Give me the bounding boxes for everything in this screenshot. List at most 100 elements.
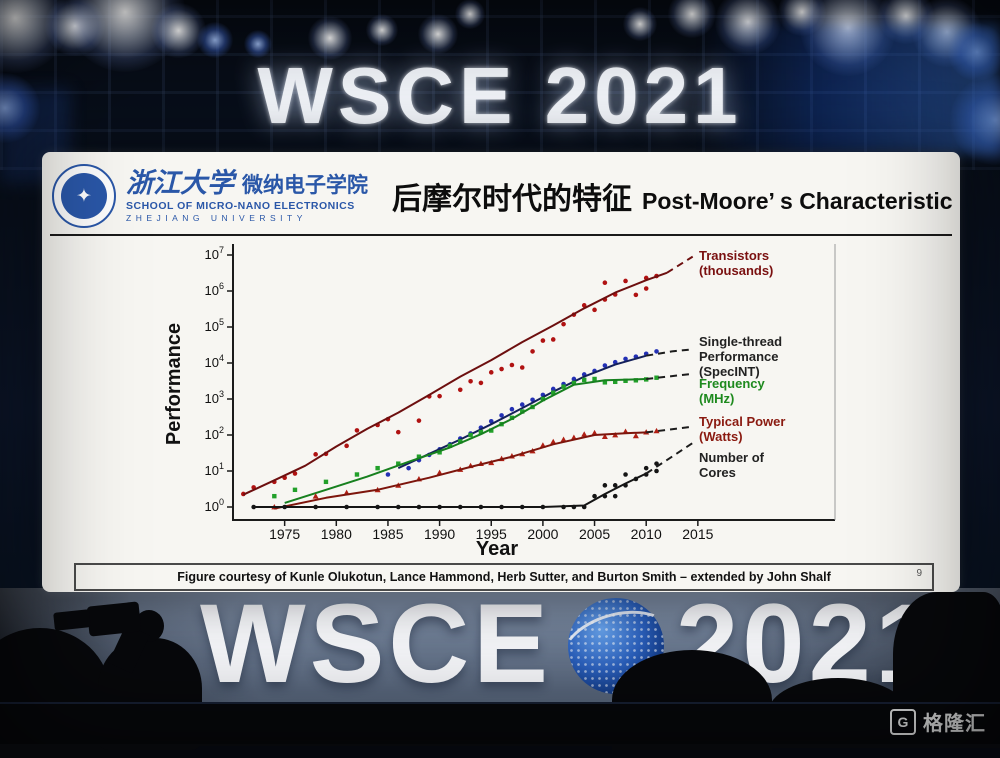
- frequency-point: [416, 454, 422, 459]
- transistors-point: [643, 286, 649, 291]
- cores-point: [643, 465, 649, 471]
- legend-transistors: Transistors (thousands): [699, 248, 774, 278]
- frequency-point: [582, 377, 587, 383]
- camera-icon: [86, 601, 142, 637]
- power-point: [560, 436, 567, 442]
- university-name-cn: 浙江大学: [126, 168, 234, 199]
- frequency-point: [602, 380, 608, 385]
- y-tick-label: 101: [205, 461, 224, 478]
- zju-emblem-icon: ✦: [52, 164, 116, 228]
- transistors-point: [354, 428, 360, 433]
- transistors-point: [488, 370, 494, 375]
- x-tick-label: 2015: [682, 526, 713, 542]
- presentation-slide: ✦ 浙江大学 微纳电子学院 SCHOOL OF MICRO-NANO ELECTR…: [42, 152, 960, 592]
- x-tick-label: 1990: [424, 526, 455, 542]
- frequency-point: [437, 450, 442, 455]
- watermark: G 格隆汇: [890, 707, 986, 736]
- frequency-point: [447, 443, 453, 449]
- single-thread-point: [406, 465, 411, 471]
- single-thread-point: [519, 402, 525, 407]
- frequency-point: [551, 390, 556, 395]
- cores-point: [592, 493, 597, 499]
- cores-point: [612, 493, 618, 499]
- series-cores: [251, 442, 694, 510]
- x-tick-label: 2010: [631, 526, 662, 542]
- series-single-thread: [385, 348, 693, 477]
- frequency-point: [396, 461, 401, 466]
- x-tick-label: 2005: [579, 526, 610, 542]
- transistors-point: [457, 387, 463, 393]
- y-tick-label: 107: [205, 245, 224, 262]
- single-thread-point: [488, 419, 494, 424]
- watermark-text: 格隆汇: [923, 713, 986, 735]
- cores-point: [251, 504, 256, 510]
- frequency-point: [520, 409, 525, 414]
- frequency-trend-projection: [646, 372, 693, 380]
- x-axis-title: Year: [476, 538, 518, 560]
- series-frequency: [272, 372, 693, 504]
- transistors-point: [623, 278, 628, 284]
- frequency-point: [654, 375, 659, 380]
- frequency-point: [613, 379, 618, 385]
- foreground-shadow: [0, 702, 1000, 746]
- frequency-point: [468, 432, 473, 438]
- x-tick-label: 1985: [372, 526, 403, 542]
- transistors-point: [592, 307, 597, 313]
- frequency-point: [478, 429, 484, 435]
- y-tick-label: 105: [205, 317, 224, 334]
- transistors-point: [581, 303, 587, 308]
- y-axis-title: Performance: [163, 323, 185, 445]
- transistors-point: [292, 471, 298, 476]
- transistors-point: [344, 443, 349, 449]
- transistors-point: [530, 349, 535, 354]
- cores-trend: [253, 472, 647, 508]
- y-tick-label: 104: [205, 353, 224, 370]
- power-point: [601, 433, 608, 440]
- slide-title-en: Post-Moore’ s Characteristic: [642, 188, 953, 214]
- single-thread-point: [385, 472, 391, 477]
- power-point: [581, 431, 588, 437]
- frequency-point: [323, 479, 329, 485]
- transistors-point: [313, 452, 318, 457]
- transistors-point: [478, 380, 484, 386]
- transistors-trend: [242, 271, 668, 496]
- transistors-point: [540, 338, 546, 343]
- cores-point: [612, 483, 618, 488]
- cores-point: [654, 468, 659, 474]
- legend-cores: Number of Cores: [699, 450, 764, 480]
- transistors-point: [633, 292, 639, 298]
- transistors-point: [519, 365, 525, 370]
- transistors-point: [602, 280, 608, 286]
- power-trend: [274, 431, 647, 510]
- y-tick-label: 102: [205, 425, 224, 442]
- transistors-trend-projection: [666, 255, 694, 274]
- led-wall-glow: [700, 24, 1000, 154]
- cores-point: [602, 483, 608, 488]
- performance-trend-chart: 100 101 102 103 104 105 106 107 1975 1980 1985 1990…: [163, 244, 836, 560]
- transistors-point: [561, 321, 566, 327]
- school-name-en: SCHOOL OF MICRO-NANO ELECTRONICS: [126, 199, 355, 212]
- single-thread-point: [509, 406, 515, 412]
- slide-title: 后摩尔时代的特征 Post-Moore’ s Characteristic: [392, 174, 953, 218]
- slide-header: ✦ 浙江大学 微纳电子学院 SCHOOL OF MICRO-NANO ELECTR…: [52, 160, 953, 232]
- series-transistors: [241, 255, 694, 497]
- power-point: [632, 432, 639, 439]
- single-thread-trend: [397, 354, 647, 470]
- power-point: [312, 493, 319, 499]
- single-thread-point: [623, 356, 628, 362]
- cores-point: [654, 461, 659, 466]
- slide-title-cn: 后摩尔时代的特征: [392, 183, 632, 216]
- legend-frequency: Frequency (MHz): [699, 376, 765, 406]
- top-banner: WSCE 2021: [0, 56, 1000, 136]
- transistors-point: [416, 418, 422, 423]
- frequency-point: [375, 465, 380, 471]
- power-trend-projection: [646, 425, 693, 434]
- camera-lens-icon: [53, 609, 91, 631]
- frequency-point: [561, 384, 566, 389]
- zju-emblem-inner-icon: ✦: [61, 173, 107, 219]
- frequency-point: [571, 380, 577, 386]
- gelonghui-logo-icon: G: [890, 708, 916, 735]
- top-banner-text: WSCE 2021: [257, 51, 743, 140]
- frequency-point: [354, 472, 360, 477]
